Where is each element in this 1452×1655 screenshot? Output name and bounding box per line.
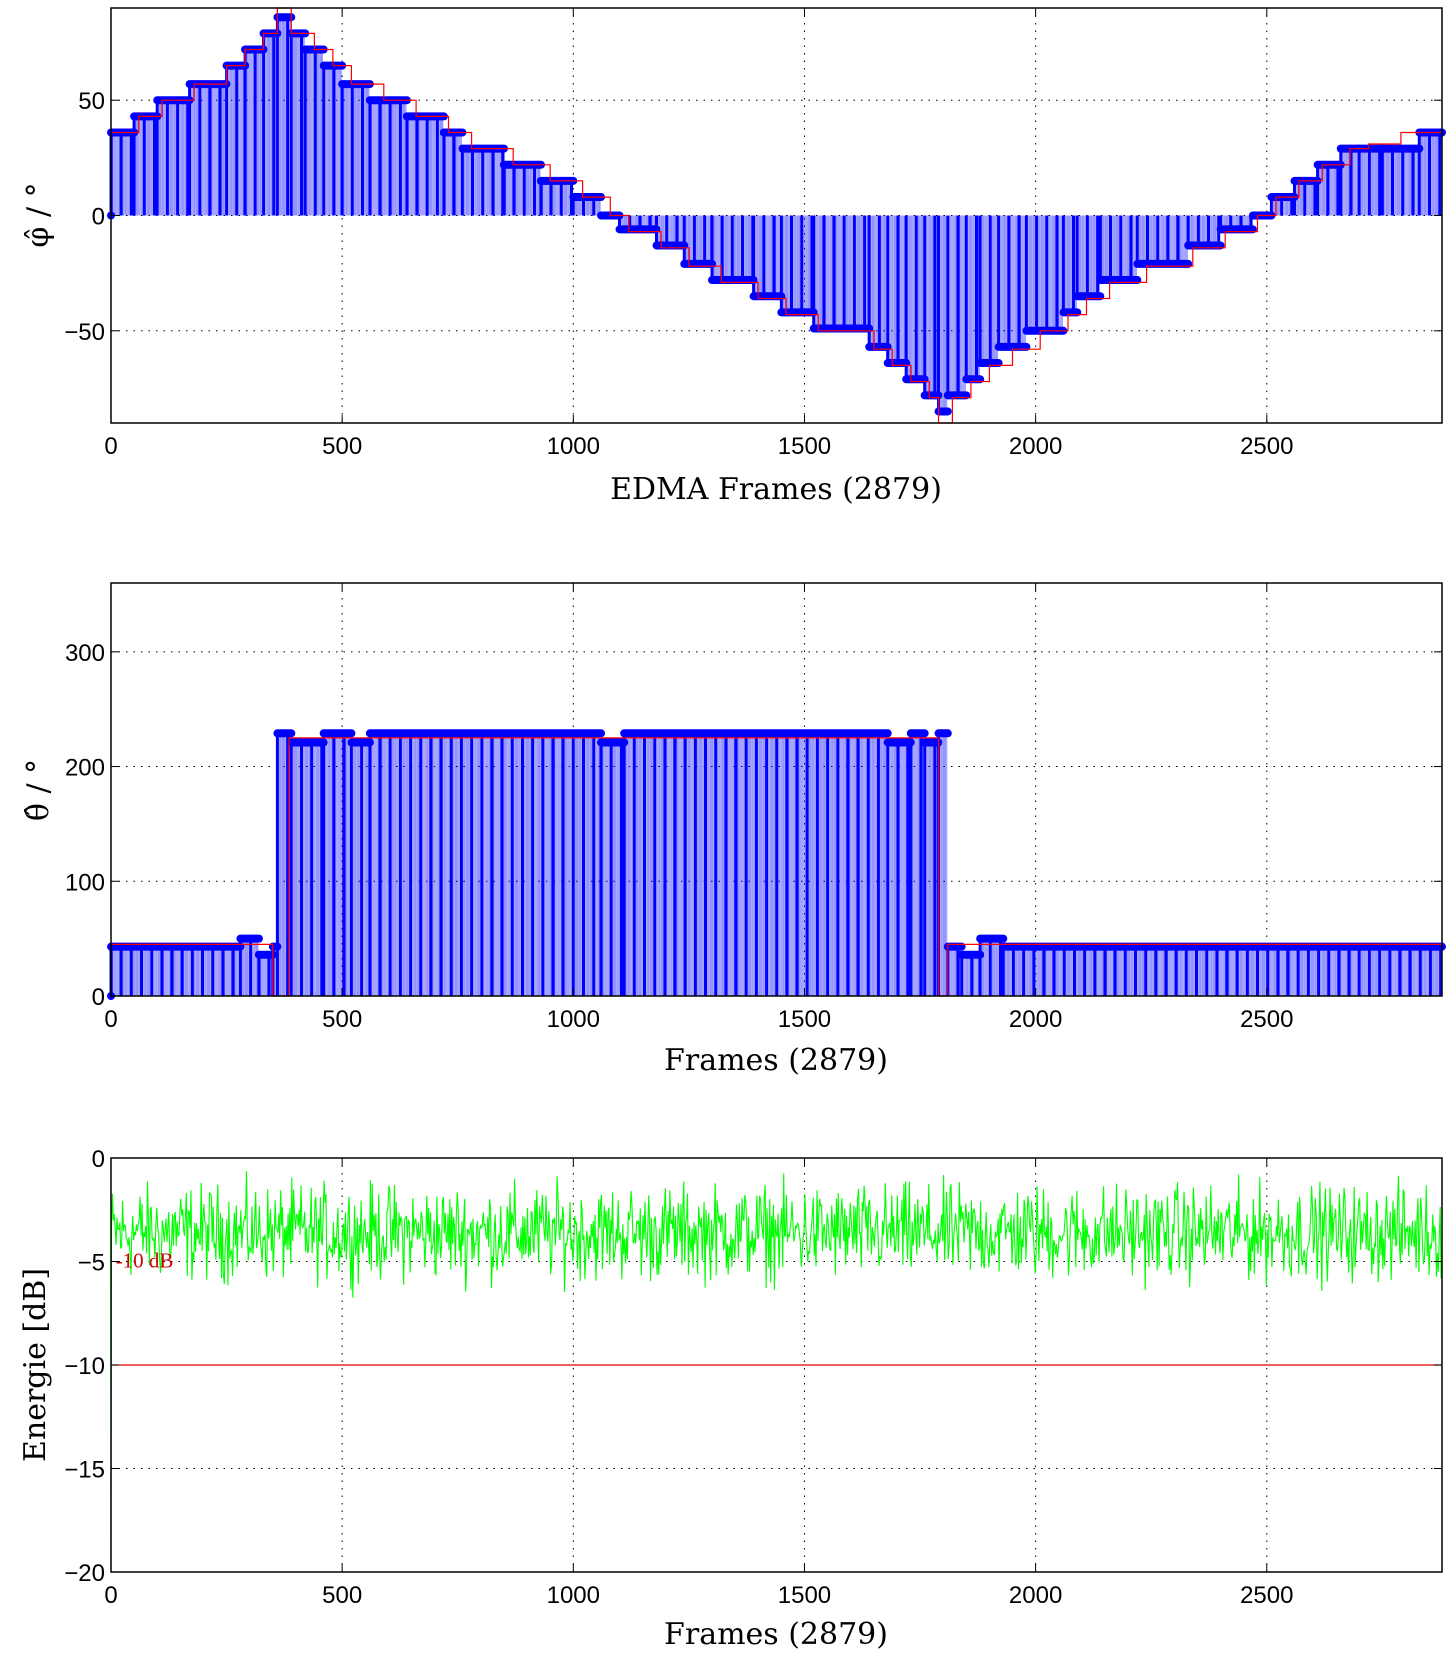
phi-reference-line	[111, 7, 1442, 424]
energy-x-tick-label-2500: 2500	[1240, 1582, 1293, 1609]
theta-x-tick-label-1000: 1000	[547, 1006, 600, 1033]
energy-y-tick-label--20: −20	[64, 1560, 105, 1587]
phi-grid	[111, 8, 1442, 423]
theta-stems	[107, 729, 1446, 1000]
phi-x-axis-label: EDMA Frames (2879)	[610, 472, 942, 507]
phi-stem-lines	[110, 17, 1442, 412]
energy-x-tick-label-500: 500	[322, 1582, 362, 1609]
theta-x-tick-label-1500: 1500	[778, 1006, 831, 1033]
theta-stem-lines-bold	[109, 733, 1443, 996]
theta-y-axis-label: θ̂ / °	[21, 759, 56, 821]
energy-series-line	[110, 1171, 1443, 1573]
energy-y-tick-label--5: −5	[78, 1250, 105, 1277]
theta-x-tick-label-2500: 2500	[1240, 1006, 1293, 1033]
theta-x-ticks: 0 500 1000 1500 2000 2500	[104, 583, 1293, 1033]
phi-x-ticks: 0 500 1000 1500 2000 2500	[104, 8, 1293, 460]
theta-y-tick-label-100: 100	[65, 869, 105, 896]
theta-y-tick-label-0: 0	[92, 984, 105, 1011]
theta-grid	[111, 583, 1442, 996]
phi-reference-step	[111, 7, 1442, 424]
energy-x-ticks: 0 500 1000 1500 2000 2500	[104, 1158, 1293, 1609]
phi-y-tick-label--50: −50	[64, 319, 105, 346]
energy-x-tick-label-0: 0	[104, 1582, 117, 1609]
theta-y-tick-label-200: 200	[65, 755, 105, 782]
energy-panel: -10 dB 0 500 1000 1500 2000 2500 −20−15−10−50…	[18, 1146, 1443, 1652]
theta-x-axis-label: Frames (2879)	[664, 1043, 888, 1078]
energy-y-axis-label: Energie [dB]	[18, 1268, 53, 1462]
phi-x-tick-label-500: 500	[322, 433, 362, 460]
phi-y-axis-label: φ̂ / °	[21, 182, 56, 247]
phi-x-tick-label-0: 0	[104, 433, 117, 460]
phi-stems	[107, 13, 1446, 416]
energy-y-ticks: −20 −15 −10 −5 0	[64, 1146, 1442, 1587]
theta-y-tick-label-300: 300	[65, 640, 105, 667]
phi-x-tick-label-2000: 2000	[1009, 433, 1062, 460]
energy-x-tick-label-1500: 1500	[778, 1582, 831, 1609]
phi-x-tick-label-1000: 1000	[547, 433, 600, 460]
theta-reference-step	[111, 737, 1442, 997]
energy-x-tick-label-1000: 1000	[547, 1582, 600, 1609]
energy-y-tick-label--10: −10	[64, 1353, 105, 1380]
energy-x-tick-label-2000: 2000	[1009, 1582, 1062, 1609]
theta-y-ticks: 0 100 200 300	[65, 640, 1442, 1011]
phi-y-tick-label-0: 0	[92, 204, 105, 231]
threshold-label: -10 dB	[116, 1249, 174, 1273]
energy-y-tick-label--15: −15	[64, 1457, 105, 1484]
phi-x-tick-label-1500: 1500	[778, 433, 831, 460]
phi-stem-lines-bold	[109, 17, 1442, 412]
phi-panel: 0 500 1000 1500 2000 2500 −50 0 50 EDMA Frames …	[21, 7, 1446, 507]
energy-x-axis-label: Frames (2879)	[664, 1617, 888, 1652]
theta-x-tick-label-2000: 2000	[1009, 1006, 1062, 1033]
theta-panel: 0 500 1000 1500 2000 2500 0 100 200 300 Frames (…	[21, 582, 1446, 1078]
energy-y-tick-label-0: 0	[92, 1146, 105, 1173]
phi-y-ticks: −50 0 50	[64, 88, 1442, 346]
theta-axes-box	[110, 582, 1443, 997]
phi-x-tick-label-2500: 2500	[1240, 433, 1293, 460]
theta-x-tick-label-500: 500	[322, 1006, 362, 1033]
theta-reference-line	[111, 737, 1442, 997]
theta-x-tick-label-0: 0	[104, 1006, 117, 1033]
phi-y-tick-label-50: 50	[78, 88, 105, 115]
